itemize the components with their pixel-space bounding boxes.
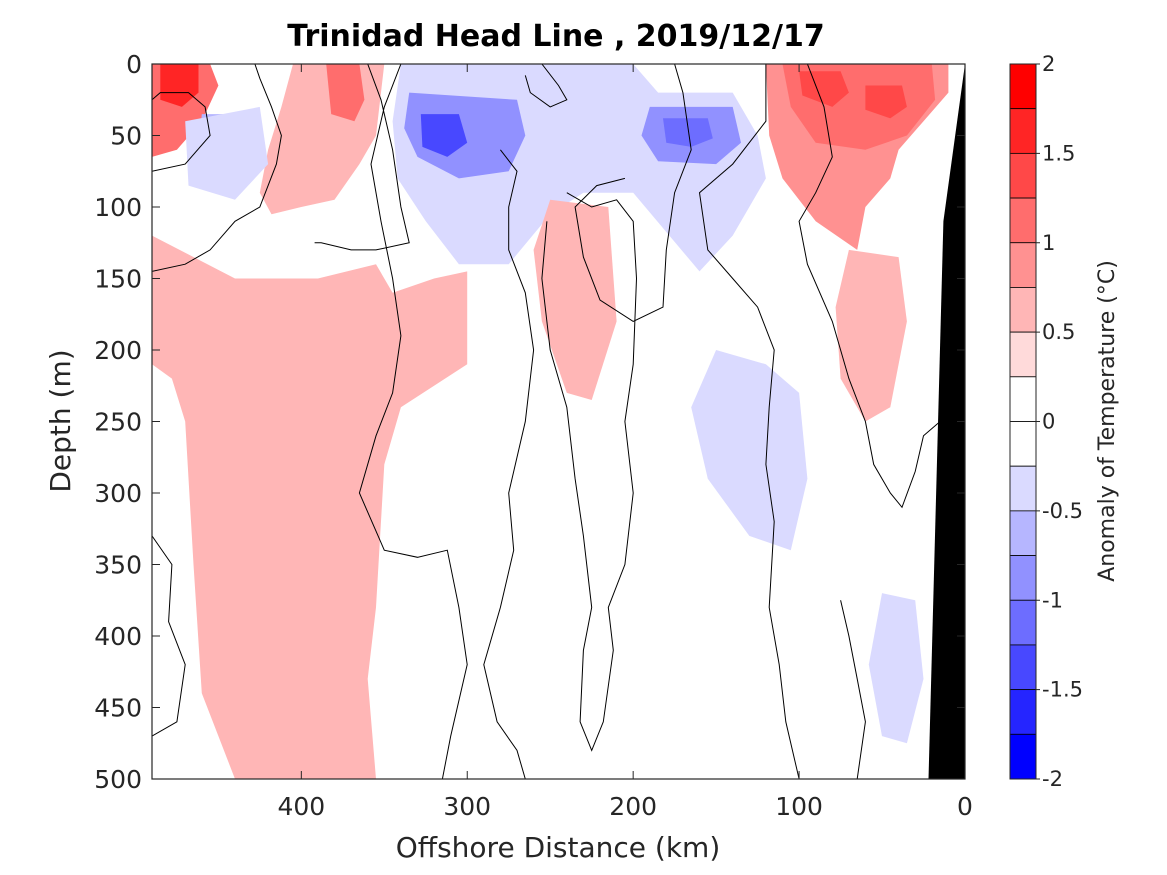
y-tick-label: 50 xyxy=(110,122,142,151)
x-tick-label: 200 xyxy=(609,792,657,821)
colorbar-tick-label: -0.5 xyxy=(1042,499,1083,523)
anomaly-patch-11 xyxy=(152,235,468,779)
zero-contour-line-6 xyxy=(541,192,638,752)
colorbar-frame xyxy=(1009,63,1037,780)
y-tick-label: 400 xyxy=(94,622,142,651)
zero-contour-line-1 xyxy=(152,64,282,272)
anomaly-patch-17 xyxy=(533,199,617,400)
y-tick-label: 150 xyxy=(94,265,142,294)
y-tick-label: 250 xyxy=(94,408,142,437)
colorbar-band-13 xyxy=(1009,644,1037,691)
anomaly-patch-10 xyxy=(663,118,713,147)
colorbar-tick-label: -1.5 xyxy=(1042,678,1083,702)
y-tick-label: 200 xyxy=(94,336,142,365)
y-tick-label: 300 xyxy=(94,479,142,508)
x-tick-label: 400 xyxy=(277,792,325,821)
anomaly-patch-14 xyxy=(799,71,849,107)
chart-title: Trinidad Head Line , 2019/12/17 xyxy=(287,19,824,54)
colorbar-band-3 xyxy=(1009,197,1037,244)
y-tick-label: 350 xyxy=(94,551,142,580)
zero-contour-line-7 xyxy=(574,64,692,322)
bathymetry-mask-layer xyxy=(928,64,965,779)
x-tick-label: 100 xyxy=(775,792,823,821)
colorbar-band-10 xyxy=(1009,510,1037,556)
y-axis-label: Depth (m) xyxy=(44,349,77,492)
colorbar-band-12 xyxy=(1009,599,1037,646)
anomaly-patch-18 xyxy=(691,350,808,551)
colorbar-label: Anomaly of Temperature (°C) xyxy=(1095,260,1120,582)
colorbar-band-15 xyxy=(1009,733,1037,780)
colorbar-band-8 xyxy=(1009,421,1037,467)
colorbar-tick-label: 1.5 xyxy=(1042,141,1075,165)
anomaly-fill-layer xyxy=(152,64,949,779)
zero-contour-line-9 xyxy=(798,64,941,509)
colorbar-tick-label: 0 xyxy=(1042,410,1055,434)
colorbar-band-6 xyxy=(1009,331,1037,378)
colorbar-bands xyxy=(1009,63,1037,780)
y-tick-label: 500 xyxy=(94,765,142,794)
zero-contour-layer xyxy=(152,64,941,779)
colorbar-tick-label: 0.5 xyxy=(1042,320,1075,344)
zero-contour-line-0 xyxy=(152,92,211,172)
zero-contour-line-10 xyxy=(840,600,866,779)
y-tick-label: 450 xyxy=(94,694,142,723)
anomaly-patch-1 xyxy=(160,64,199,107)
zero-contour-line-8 xyxy=(698,64,800,779)
x-axis: 400 300 200 100 0 xyxy=(277,64,973,821)
colorbar-ticks: 2 1.5 1 0.5 0 -0.5 -1 -1.5 -2 xyxy=(1036,52,1083,791)
colorbar: 2 1.5 1 0.5 0 -0.5 -1 -1.5 -2 xyxy=(1009,52,1083,791)
plot-frame xyxy=(151,63,966,780)
colorbar-tick-label: -2 xyxy=(1042,767,1063,791)
colorbar-band-14 xyxy=(1009,689,1037,735)
colorbar-tick-label: 2 xyxy=(1042,52,1055,76)
zero-contour-line-5 xyxy=(483,149,535,779)
x-tick-label: 0 xyxy=(957,792,973,821)
colorbar-tick-label: -1 xyxy=(1042,588,1063,612)
colorbar-band-7 xyxy=(1009,376,1037,422)
anomaly-patch-19 xyxy=(868,593,924,744)
x-tick-label: 300 xyxy=(443,792,491,821)
y-tick-label: 0 xyxy=(126,50,142,79)
colorbar-band-4 xyxy=(1009,242,1037,288)
zero-contour-line-2 xyxy=(314,64,410,251)
anomaly-patch-8 xyxy=(420,114,468,157)
colorbar-band-9 xyxy=(1009,465,1037,512)
bathymetry-mask xyxy=(928,64,965,779)
colorbar-tick-label: 1 xyxy=(1042,231,1055,255)
plot-area: 400 300 200 100 0 0 50 100 150 200 250 300 350 400 45… xyxy=(94,50,973,821)
colorbar-band-11 xyxy=(1009,555,1037,601)
x-axis-label: Offshore Distance (km) xyxy=(396,831,721,864)
y-axis: 0 50 100 150 200 250 300 350 400 450 500 xyxy=(94,50,965,794)
anomaly-patch-5 xyxy=(185,106,269,200)
anomaly-patch-16 xyxy=(835,249,907,422)
y-tick-label: 100 xyxy=(94,193,142,222)
colorbar-band-2 xyxy=(1009,152,1037,199)
anomaly-patch-15 xyxy=(865,85,907,119)
zero-contour-line-4 xyxy=(524,64,568,108)
anomaly-patch-3 xyxy=(326,64,365,122)
zero-contour-line-11 xyxy=(152,535,186,737)
zero-contour-line-3 xyxy=(358,64,468,779)
colorbar-band-1 xyxy=(1009,108,1037,154)
colorbar-band-5 xyxy=(1009,287,1037,333)
colorbar-band-0 xyxy=(1009,63,1037,110)
